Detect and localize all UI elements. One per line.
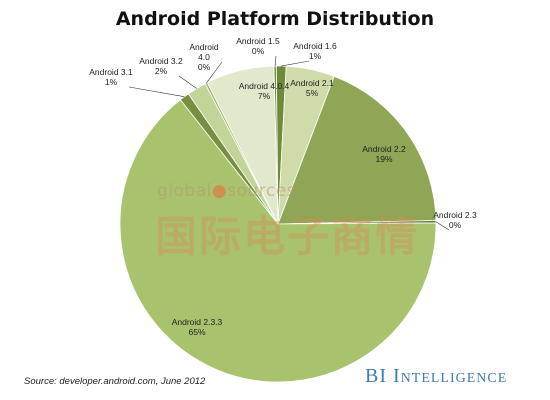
slice-label: Android 1.5 0% [236, 36, 280, 56]
leader-line [206, 61, 223, 84]
brand-bi: BI [365, 365, 387, 387]
source-note: Source: developer.android.com, June 2012 [24, 376, 206, 387]
pie-slices [119, 65, 437, 383]
watermark-sources-text: sources [227, 181, 297, 201]
slice-label: Android 2.3 0% [433, 210, 477, 230]
slice-label: Android 1.6 1% [293, 41, 337, 61]
slice-label: Android 3.2 2% [139, 56, 183, 76]
chart-title: Android Platform Distribution [115, 8, 435, 30]
leader-line [178, 75, 197, 89]
leader-lines [128, 55, 450, 231]
slice-label: Android 2.3.3 65% [172, 317, 223, 337]
slice-labels: Android 1.5 0% Android 1.6 1%Android 2.1 5%A… [89, 36, 477, 337]
leader-line [435, 221, 450, 231]
slice-label: Android 3.1 1% [89, 67, 133, 87]
slice-label: Android 4.0 0% [189, 42, 219, 72]
pie-slice-android-4-0-4 [206, 65, 279, 225]
leader-line [128, 86, 185, 98]
pie-slice-android-2-2 [277, 75, 437, 225]
leader-line [274, 55, 277, 67]
slice-label: Android 2.2 19% [362, 144, 406, 164]
slice-label: Android 4.0.4 7% [239, 81, 290, 101]
watermark-dot-icon: ● [211, 181, 228, 201]
watermark-cjk-text: 国际电子商情 [155, 212, 420, 261]
slice-label: Android 2.1 5% [290, 78, 334, 98]
brand-intelligence: Intelligence [393, 365, 508, 387]
pie-slice-android-2-3-3 [119, 99, 437, 383]
watermark-global-text: global [157, 181, 212, 201]
leader-line [281, 60, 310, 67]
watermark-globalsources: global●sources [157, 181, 296, 201]
bi-intelligence-logo: BI Intelligence [365, 365, 507, 388]
